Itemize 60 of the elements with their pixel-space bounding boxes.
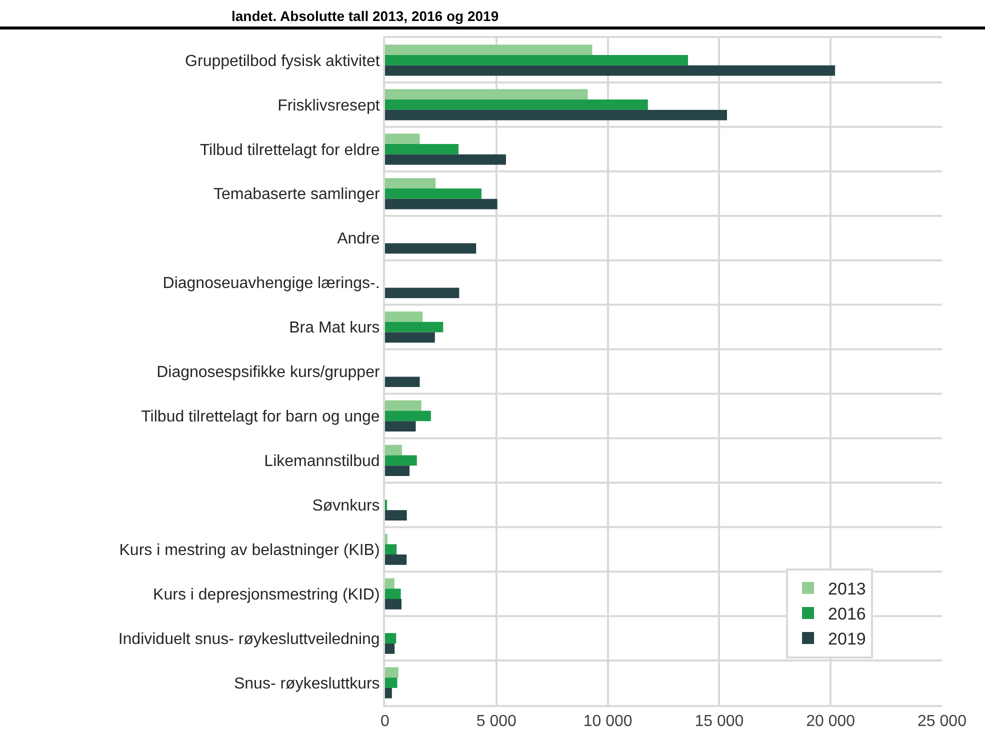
- bar: [385, 554, 407, 565]
- bar: [385, 243, 476, 254]
- bar: [385, 421, 416, 432]
- bar: [385, 455, 417, 466]
- y-tick-label: Temabaserte samlinger: [214, 186, 380, 204]
- bar: [385, 55, 688, 66]
- bar: [385, 376, 420, 388]
- y-tick-label: Frisklivsresept: [278, 97, 380, 114]
- bar: [385, 154, 506, 165]
- bar: [385, 311, 423, 322]
- bar: [385, 400, 422, 411]
- bar: [385, 65, 836, 76]
- y-tick-label: Individuelt snus- røykesluttveiledning: [118, 630, 380, 648]
- bar: [385, 588, 401, 600]
- bar: [385, 678, 398, 688]
- bar: [385, 44, 592, 56]
- x-tick-label: 0: [380, 713, 390, 730]
- bar: [385, 667, 398, 678]
- bar: [385, 288, 460, 298]
- bar: [385, 444, 402, 456]
- bar: [385, 144, 459, 154]
- y-tick-label: Kurs i depresjonsmestring (KID): [153, 586, 380, 604]
- y-tick-label: Gruppetilbod fysisk aktivitet: [185, 52, 380, 70]
- y-tick-label: Andre: [337, 230, 380, 248]
- y-tick-label: Likemannstilbud: [264, 453, 380, 470]
- bar: [385, 322, 444, 332]
- bar: [385, 633, 396, 644]
- x-tick-label: 15 000: [694, 713, 744, 730]
- bar: [385, 643, 395, 654]
- bar: [385, 466, 410, 476]
- bar: [385, 198, 498, 210]
- y-tick-label: Diagnoseuavhengige lærings-.: [162, 275, 380, 292]
- legend-label: 2019: [828, 630, 866, 649]
- bar: [385, 178, 436, 188]
- legend-label: 2013: [828, 579, 866, 598]
- bar: [385, 332, 435, 343]
- bar: [385, 510, 407, 520]
- bar: [385, 410, 431, 422]
- chart-title: landet. Absolutte tall 2013, 2016 og 2019: [231, 8, 499, 24]
- bar: [385, 544, 397, 555]
- bar: [385, 89, 588, 100]
- legend-label: 2016: [828, 604, 866, 624]
- y-tick-label: Bra Mat kurs: [289, 320, 380, 337]
- bar: [385, 134, 420, 144]
- y-tick-label: Tilbud tilrettelagt for barn og unge: [141, 408, 380, 426]
- bar: [385, 599, 402, 610]
- x-tick-label: 10 000: [583, 713, 632, 730]
- y-tick-label: Tilbud tilrettelagt for eldre: [200, 142, 380, 159]
- bar: [385, 578, 394, 589]
- x-tick-label: 20 000: [806, 713, 856, 730]
- x-tick-label: 5 000: [476, 713, 517, 730]
- y-tick-label: Snus- røykesluttkurs: [234, 675, 380, 692]
- y-tick-label: Søvnkurs: [312, 498, 380, 514]
- y-tick-label: Kurs i mestring av belastninger (KIB): [119, 542, 380, 559]
- bar: [385, 188, 482, 199]
- bar: [385, 100, 648, 110]
- y-tick-label: Diagnosespsifikke kurs/grupper: [156, 364, 380, 382]
- bar: [385, 688, 392, 698]
- x-tick-label: 25 000: [918, 713, 967, 730]
- bar: [385, 110, 727, 120]
